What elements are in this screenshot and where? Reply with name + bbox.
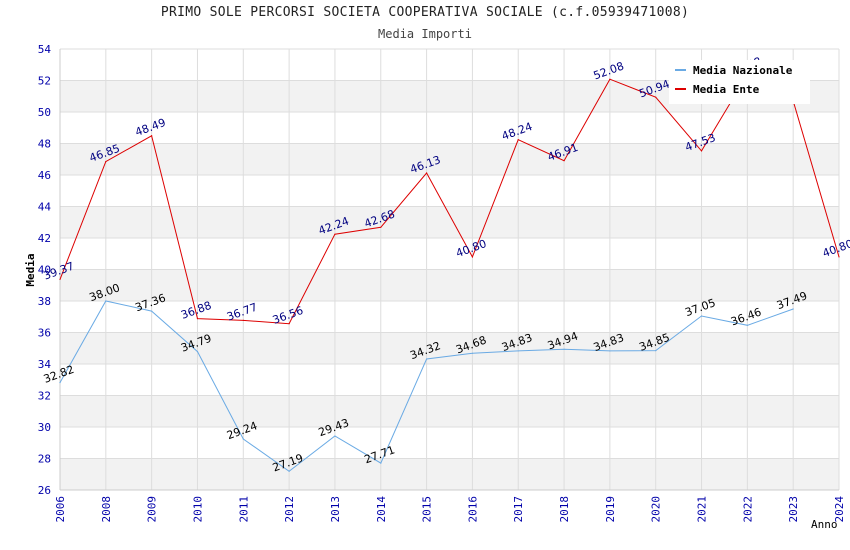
x-axis-label: Anno	[811, 518, 838, 531]
data-label: 36.88	[179, 299, 213, 322]
data-point	[334, 233, 336, 235]
y-tick-labels: 26 28 30 32 34 36 38 40 42 44 46 48 50 52 54	[38, 43, 52, 497]
chart-title: PRIMO SOLE PERCORSI SOCIETA COOPERATIVA …	[160, 5, 690, 20]
x-tick-label: 2010	[191, 496, 204, 523]
data-point	[288, 470, 290, 472]
data-point	[517, 350, 519, 352]
y-tick-label: 30	[38, 421, 51, 434]
data-point	[105, 161, 107, 163]
x-tick-label: 2020	[650, 496, 663, 523]
x-tick-label: 2022	[741, 496, 754, 523]
legend-label-ente: Media Ente	[693, 83, 760, 96]
data-point	[609, 350, 611, 352]
data-point	[838, 256, 840, 258]
legend: Media Nazionale Media Ente	[669, 60, 810, 104]
data-point	[151, 310, 153, 312]
series-lines	[59, 73, 840, 472]
x-tick-label: 2019	[604, 496, 617, 523]
data-point	[700, 315, 703, 317]
legend-swatch-nazionale	[675, 69, 686, 71]
legend-swatch-ente	[675, 88, 686, 90]
data-point	[563, 348, 565, 350]
x-tick-label: 2024	[833, 496, 846, 523]
y-tick-label: 38	[38, 295, 51, 308]
y-tick-label: 40	[38, 264, 51, 277]
x-tick-label: 2021	[696, 496, 709, 523]
x-tick-label: 2015	[421, 496, 434, 523]
data-point	[655, 96, 657, 98]
data-point	[700, 150, 703, 152]
x-tick-label: 2016	[466, 496, 479, 523]
plot-band	[60, 332, 839, 364]
data-point	[609, 78, 611, 80]
plot-band	[60, 206, 839, 238]
legend-label-nazionale: Media Nazionale	[693, 64, 793, 77]
y-tick-label: 32	[38, 390, 51, 403]
x-tick-label: 2008	[100, 496, 113, 523]
y-tick-label: 34	[38, 358, 52, 371]
data-point	[242, 438, 244, 440]
x-tick-label: 2023	[787, 496, 800, 523]
y-tick-label: 54	[38, 43, 52, 56]
data-point	[471, 352, 474, 354]
axes	[59, 49, 839, 491]
chart-subtitle: Media Importi	[378, 27, 472, 41]
data-point	[380, 226, 382, 228]
data-point	[517, 139, 519, 141]
x-tick-label: 2006	[54, 496, 67, 523]
data-point	[380, 462, 382, 464]
data-point	[746, 324, 748, 326]
data-point	[59, 381, 61, 384]
x-tick-label: 2013	[329, 496, 342, 523]
y-tick-label: 44	[38, 201, 52, 214]
y-tick-label: 42	[38, 232, 51, 245]
data-label: 40.80	[454, 237, 488, 260]
data-label: 48.49	[133, 116, 167, 139]
y-tick-label: 48	[38, 138, 51, 151]
data-label: 52.08	[592, 59, 626, 82]
x-tick-label: 2009	[146, 496, 159, 523]
legend-item-ente: Media Ente	[675, 83, 759, 99]
x-tick-label: 2014	[375, 496, 388, 523]
plot-band	[60, 143, 839, 175]
data-point	[425, 172, 428, 174]
data-label: 48.24	[500, 120, 534, 143]
x-tick-label: 2011	[237, 496, 250, 523]
data-point	[471, 256, 474, 258]
y-axis-label: Media	[24, 253, 37, 286]
y-tick-label: 52	[38, 75, 51, 88]
data-label: 40.80	[821, 237, 850, 260]
plot-band	[60, 395, 839, 427]
data-point	[334, 435, 336, 437]
data-point	[242, 319, 244, 321]
data-point	[196, 318, 199, 320]
plot-band	[60, 269, 839, 301]
x-tick-label: 2018	[558, 496, 571, 523]
data-point	[655, 350, 657, 352]
data-point	[59, 278, 61, 281]
data-point	[288, 323, 290, 325]
plot-band	[60, 458, 839, 490]
y-tick-label: 50	[38, 106, 51, 119]
y-tick-label: 46	[38, 169, 51, 182]
series-line-ente	[59, 73, 840, 325]
x-tick-label: 2012	[283, 496, 296, 523]
legend-item-nazionale: Media Nazionale	[675, 64, 792, 80]
y-tick-label: 26	[38, 484, 51, 497]
data-point	[105, 300, 107, 302]
x-tick-labels: 2006 2008 2009 2010 2011 2012 2013 2014 2015 2016…	[54, 496, 846, 523]
data-point	[425, 358, 428, 360]
x-tick-label: 2017	[512, 496, 525, 523]
data-point	[792, 308, 794, 310]
plot-bands	[60, 80, 839, 490]
y-tick-label: 28	[38, 453, 51, 466]
data-point	[563, 160, 565, 162]
data-point	[151, 135, 153, 137]
y-tick-label: 36	[38, 327, 51, 340]
data-point	[196, 350, 199, 353]
